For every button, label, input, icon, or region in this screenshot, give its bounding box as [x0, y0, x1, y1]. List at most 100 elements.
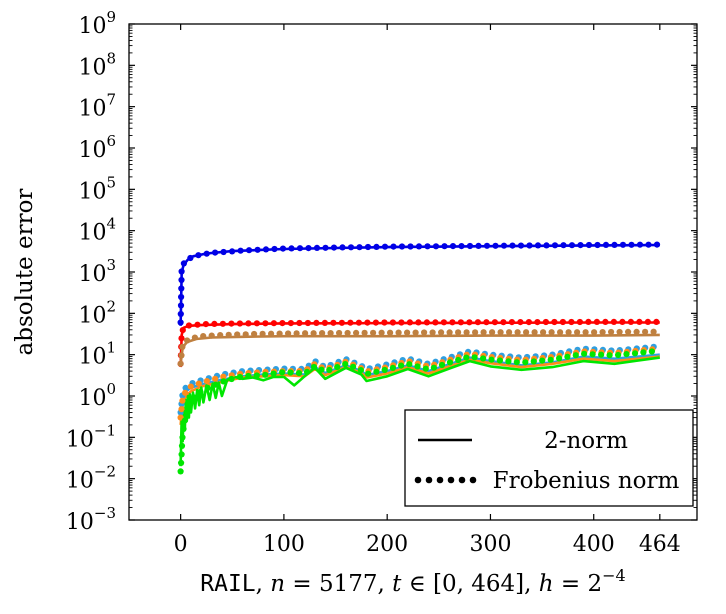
- frobenius-point: [610, 318, 618, 325]
- frobenius-point: [350, 363, 357, 370]
- y-tick-label: 107: [78, 91, 116, 122]
- frobenius-point: [466, 242, 474, 250]
- frobenius-point: [212, 375, 219, 382]
- frobenius-point: [237, 247, 244, 254]
- frobenius-point: [202, 321, 209, 328]
- frobenius-point: [653, 318, 660, 325]
- frobenius-point: [556, 355, 563, 362]
- frobenius-point: [334, 364, 341, 371]
- frobenius-point: [179, 397, 186, 404]
- frobenius-point: [219, 320, 226, 327]
- frobenius-point: [246, 247, 253, 254]
- frobenius-point: [381, 319, 388, 326]
- frobenius-point: [381, 366, 388, 374]
- frobenius-point: [361, 329, 368, 336]
- frobenius-point: [178, 442, 186, 449]
- frobenius-point: [619, 241, 627, 248]
- frobenius-point: [211, 320, 218, 327]
- frobenius-point: [197, 388, 204, 396]
- frobenius-point: [441, 243, 448, 250]
- frobenius-point: [496, 357, 503, 364]
- frobenius-point: [179, 434, 186, 441]
- frobenius-point: [526, 242, 533, 249]
- frobenius-point: [564, 353, 571, 360]
- frobenius-point: [466, 319, 473, 326]
- frobenius-point: [373, 243, 380, 250]
- frobenius-point: [225, 331, 232, 338]
- frobenius-point: [474, 319, 481, 326]
- frobenius-point: [508, 319, 515, 326]
- frobenius-point: [457, 319, 464, 326]
- frobenius-point: [505, 358, 512, 365]
- frobenius-point: [463, 354, 470, 361]
- frobenius-point: [355, 319, 362, 326]
- frobenius-point: [480, 355, 487, 362]
- x-tick-label: 400: [573, 532, 615, 557]
- n-symbol: n: [270, 571, 285, 597]
- frobenius-point: [398, 243, 406, 250]
- frobenius-point: [276, 330, 283, 337]
- frobenius-point: [305, 245, 312, 252]
- x-tick-label: 464: [639, 532, 681, 557]
- frobenius-point: [178, 459, 185, 466]
- frobenius-point: [344, 329, 351, 337]
- frobenius-point: [611, 241, 618, 248]
- frobenius-point: [381, 243, 389, 250]
- frobenius-point: [321, 319, 328, 326]
- frobenius-point: [475, 242, 482, 249]
- frobenius-point: [513, 359, 520, 366]
- frobenius-point: [412, 329, 419, 336]
- frobenius-point: [483, 319, 490, 326]
- frobenius-point: [310, 363, 318, 371]
- frobenius-point: [540, 329, 547, 336]
- frobenius-point: [185, 322, 193, 329]
- x-tick-label: 100: [263, 532, 305, 557]
- frobenius-point: [253, 320, 260, 327]
- frobenius-point: [572, 352, 579, 359]
- frobenius-point: [262, 246, 270, 253]
- frobenius-point: [179, 343, 186, 350]
- series-frobenius-blue: [177, 241, 661, 326]
- frobenius-point: [406, 319, 413, 326]
- frobenius-point: [509, 242, 516, 249]
- y-tick-label: 101: [78, 339, 116, 370]
- frobenius-point: [313, 244, 321, 251]
- frobenius-point: [517, 242, 525, 249]
- frobenius-point: [181, 417, 188, 424]
- frobenius-point: [212, 249, 219, 256]
- frobenius-point: [253, 372, 260, 379]
- frobenius-point: [262, 320, 269, 327]
- frobenius-point: [178, 268, 185, 275]
- frobenius-point: [357, 367, 364, 374]
- frobenius-point: [288, 245, 295, 252]
- y-tick-label: 102: [78, 297, 116, 328]
- frobenius-point: [234, 331, 241, 338]
- y-axis-title: absolute error: [12, 189, 38, 356]
- frobenius-point: [228, 375, 235, 383]
- frobenius-point: [568, 242, 576, 249]
- frobenius-point: [648, 348, 656, 355]
- frobenius-point: [259, 330, 266, 337]
- frobenius-point: [303, 368, 311, 375]
- y-tick-label: 106: [78, 132, 116, 163]
- frobenius-point: [574, 329, 581, 336]
- y-tick-label: 10−2: [66, 463, 116, 494]
- frobenius-point: [186, 401, 193, 408]
- frobenius-point: [184, 337, 191, 344]
- frobenius-point: [342, 361, 349, 368]
- frobenius-point: [178, 352, 185, 359]
- frobenius-point: [180, 260, 187, 267]
- frobenius-point: [471, 354, 478, 361]
- frobenius-point: [296, 245, 304, 252]
- legend-dotted-sample: [414, 476, 477, 484]
- frobenius-point: [178, 285, 185, 292]
- y-tick-label: 100: [78, 380, 116, 411]
- frobenius-point: [356, 244, 363, 251]
- frobenius-point: [616, 328, 623, 336]
- frobenius-point: [642, 328, 649, 335]
- frobenius-point: [581, 350, 588, 357]
- frobenius-point: [483, 242, 491, 249]
- dataset-label: RAIL: [200, 571, 255, 597]
- frobenius-point: [593, 318, 601, 325]
- frobenius-point: [395, 329, 402, 336]
